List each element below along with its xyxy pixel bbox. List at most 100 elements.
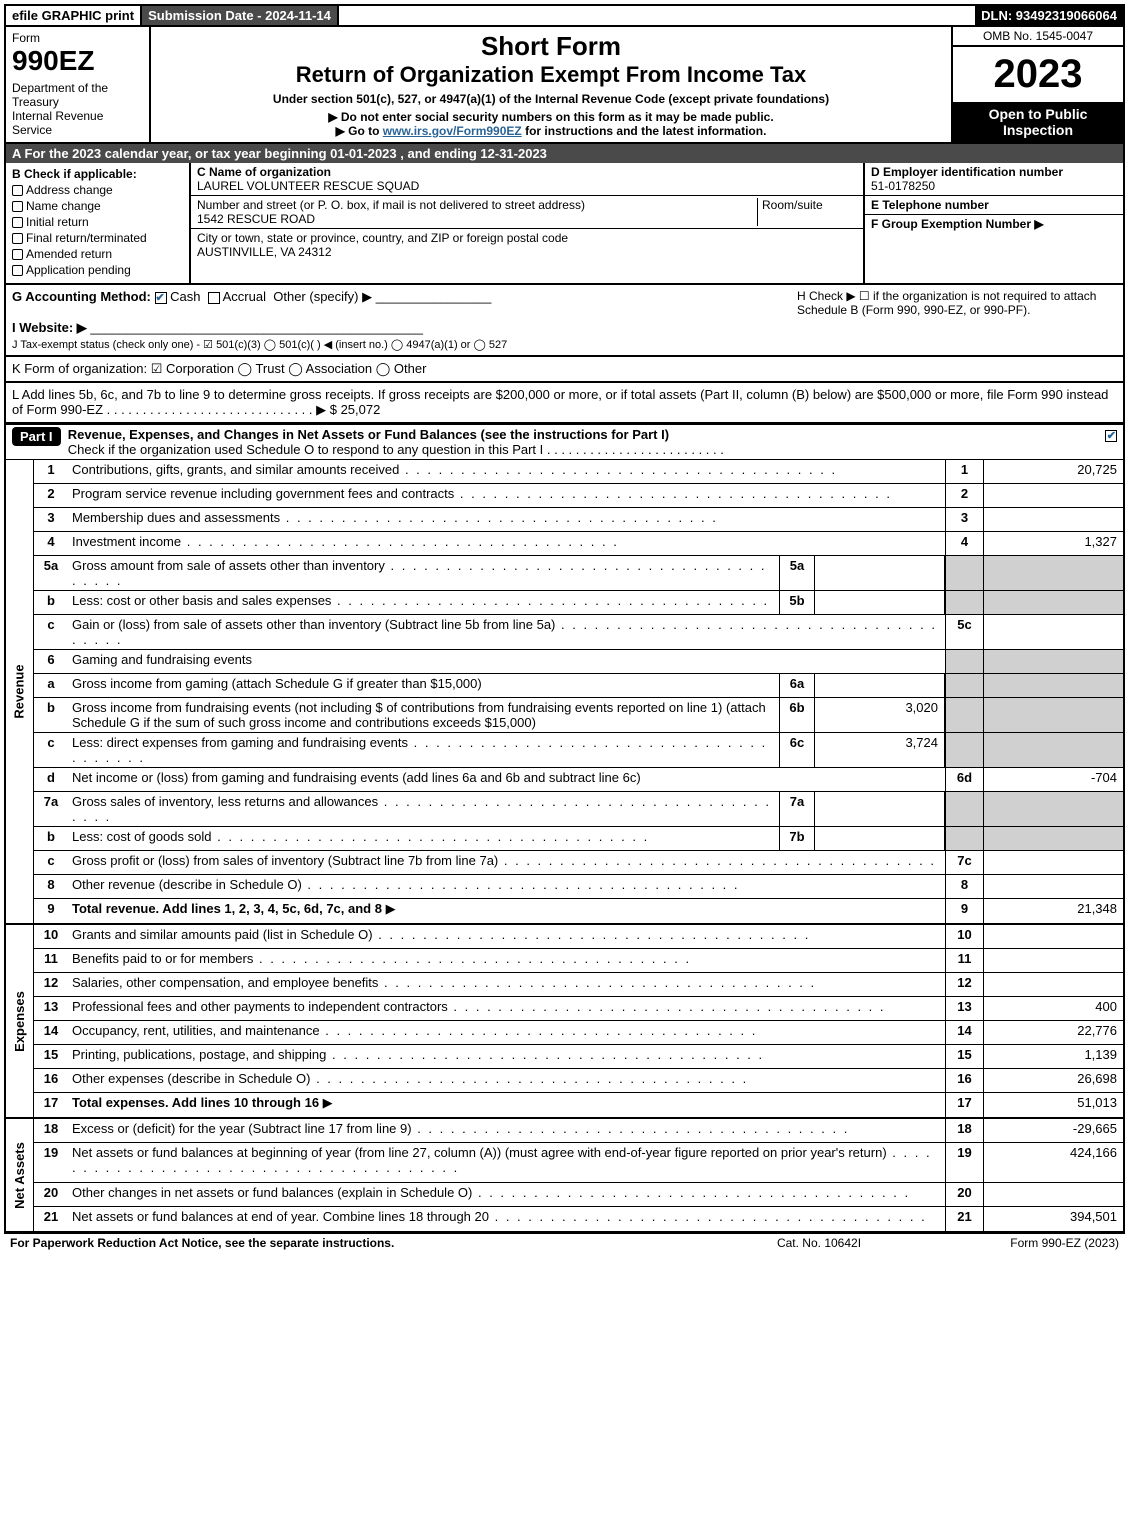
line-19-rnum: 19 [945,1143,983,1182]
chk-address-change[interactable]: Address change [12,183,183,197]
org-name: LAUREL VOLUNTEER RESCUE SQUAD [197,179,419,193]
f-group-label: F Group Exemption Number ▶ [871,217,1044,231]
dln-label: DLN: 93492319066064 [975,6,1123,25]
line-5a-subval [815,556,945,590]
row-l-value: 25,072 [341,402,381,417]
chk-initial-return[interactable]: Initial return [12,215,183,229]
line-7a-sub: 7a [779,792,815,826]
column-d-e-f: D Employer identification number 51-0178… [863,163,1123,283]
line-5b-desc: Less: cost or other basis and sales expe… [68,591,779,614]
line-8-value [983,875,1123,898]
line-14-value: 22,776 [983,1021,1123,1044]
cash-label: Cash [170,289,200,304]
line-6c-rnum [945,733,983,767]
line-6a-subval [815,674,945,697]
do-not-enter-note: ▶ Do not enter social security numbers o… [157,110,945,124]
line-6-desc: Gaming and fundraising events [68,650,945,673]
accrual-label: Accrual [223,289,266,304]
line-6-rnum [945,650,983,673]
line-19-desc: Net assets or fund balances at beginning… [68,1143,945,1182]
line-9-num: 9 [34,899,68,923]
line-20-num: 20 [34,1183,68,1206]
line-6b-desc: Gross income from fundraising events (no… [68,698,779,732]
line-7a-rnum [945,792,983,826]
efile-print-label[interactable]: efile GRAPHIC print [6,6,142,25]
line-5c-num: c [34,615,68,649]
city-value: AUSTINVILLE, VA 24312 [197,245,332,259]
line-10-desc: Grants and similar amounts paid (list in… [68,925,945,948]
chk-amended-return[interactable]: Amended return [12,247,183,261]
chk-cash[interactable] [155,292,167,304]
line-6b-rnum [945,698,983,732]
line-5a-rnum [945,556,983,590]
line-6b-subval: 3,020 [815,698,945,732]
line-6c-sub: 6c [779,733,815,767]
line-11-num: 11 [34,949,68,972]
line-11-rnum: 11 [945,949,983,972]
chk-application-pending[interactable]: Application pending [12,263,183,277]
line-7b-desc: Less: cost of goods sold [68,827,779,850]
line-15-desc: Printing, publications, postage, and shi… [68,1045,945,1068]
line-12-value [983,973,1123,996]
line-7b-rval [983,827,1123,850]
line-4-value: 1,327 [983,532,1123,555]
cat-no: Cat. No. 10642I [719,1236,919,1250]
line-15-value: 1,139 [983,1045,1123,1068]
line-19-value: 424,166 [983,1143,1123,1182]
side-label-revenue: Revenue [6,460,34,923]
line-5c-value [983,615,1123,649]
line-6-rval [983,650,1123,673]
line-16-num: 16 [34,1069,68,1092]
form-word: Form [12,31,143,45]
line-6d-num: d [34,768,68,791]
line-9-rnum: 9 [945,899,983,923]
line-8-num: 8 [34,875,68,898]
chk-accrual[interactable] [208,292,220,304]
line-1-desc: Contributions, gifts, grants, and simila… [68,460,945,483]
line-6-num: 6 [34,650,68,673]
line-1-rnum: 1 [945,460,983,483]
column-c: C Name of organization LAUREL VOLUNTEER … [191,163,863,283]
line-6a-rnum [945,674,983,697]
chk-name-change[interactable]: Name change [12,199,183,213]
line-3-num: 3 [34,508,68,531]
line-20-value [983,1183,1123,1206]
line-3-rnum: 3 [945,508,983,531]
department-label: Department of the Treasury Internal Reve… [12,81,143,137]
d-ein-label: D Employer identification number [871,165,1063,179]
irs-link[interactable]: www.irs.gov/Form990EZ [383,124,522,138]
row-l-text: L Add lines 5b, 6c, and 7b to line 9 to … [12,387,1108,417]
line-7c-value [983,851,1123,874]
i-website-label: I Website: ▶ [12,320,87,335]
row-l: L Add lines 5b, 6c, and 7b to line 9 to … [4,383,1125,424]
line-12-num: 12 [34,973,68,996]
header-right: OMB No. 1545-0047 2023 Open to Public In… [953,27,1123,142]
line-4-num: 4 [34,532,68,555]
header-left: Form 990EZ Department of the Treasury In… [6,27,151,142]
line-21-num: 21 [34,1207,68,1231]
line-7b-sub: 7b [779,827,815,850]
part-i-sub: Check if the organization used Schedule … [68,442,724,457]
line-13-value: 400 [983,997,1123,1020]
line-15-rnum: 15 [945,1045,983,1068]
tax-year: 2023 [953,47,1123,102]
line-20-desc: Other changes in net assets or fund bala… [68,1183,945,1206]
topbar-spacer [339,6,975,25]
chk-schedule-o-used[interactable] [1105,430,1117,442]
chk-final-return[interactable]: Final return/terminated [12,231,183,245]
j-tax-exempt: J Tax-exempt status (check only one) - ☑… [12,339,507,351]
room-suite-label: Room/suite [762,198,823,212]
submission-date: Submission Date - 2024-11-14 [142,6,339,25]
line-7a-rval [983,792,1123,826]
e-phone-label: E Telephone number [871,198,989,212]
line-14-num: 14 [34,1021,68,1044]
open-to-public: Open to Public Inspection [953,102,1123,142]
line-18-value: -29,665 [983,1119,1123,1142]
line-8-rnum: 8 [945,875,983,898]
line-5a-rval [983,556,1123,590]
line-21-rnum: 21 [945,1207,983,1231]
line-6c-desc: Less: direct expenses from gaming and fu… [68,733,779,767]
line-10-value [983,925,1123,948]
part-i-title: Revenue, Expenses, and Changes in Net As… [68,427,669,442]
line-5b-rval [983,591,1123,614]
